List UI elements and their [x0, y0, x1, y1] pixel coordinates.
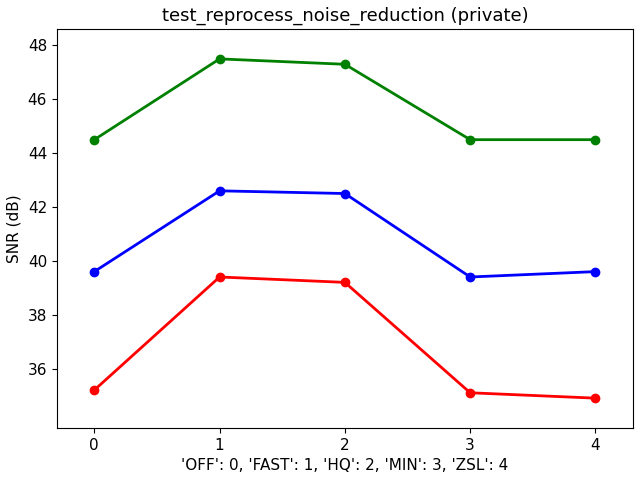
Title: test_reprocess_noise_reduction (private): test_reprocess_noise_reduction (private)	[161, 7, 528, 25]
Y-axis label: SNR (dB): SNR (dB)	[7, 194, 22, 263]
X-axis label: 'OFF': 0, 'FAST': 1, 'HQ': 2, 'MIN': 3, 'ZSL': 4: 'OFF': 0, 'FAST': 1, 'HQ': 2, 'MIN': 3, …	[181, 458, 509, 473]
